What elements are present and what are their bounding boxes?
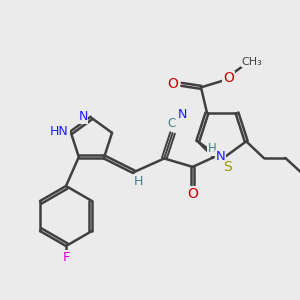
- Text: N: N: [215, 150, 225, 163]
- Text: S: S: [223, 160, 232, 174]
- Text: H: H: [134, 175, 143, 188]
- Text: O: O: [168, 77, 178, 91]
- Text: C: C: [167, 118, 175, 130]
- Text: O: O: [187, 187, 198, 201]
- Text: HN: HN: [50, 125, 69, 138]
- Text: H: H: [208, 142, 217, 155]
- Text: N: N: [78, 110, 88, 123]
- Text: N: N: [178, 108, 188, 121]
- Text: CH₃: CH₃: [241, 57, 262, 67]
- Text: F: F: [62, 251, 70, 264]
- Text: O: O: [223, 71, 234, 85]
